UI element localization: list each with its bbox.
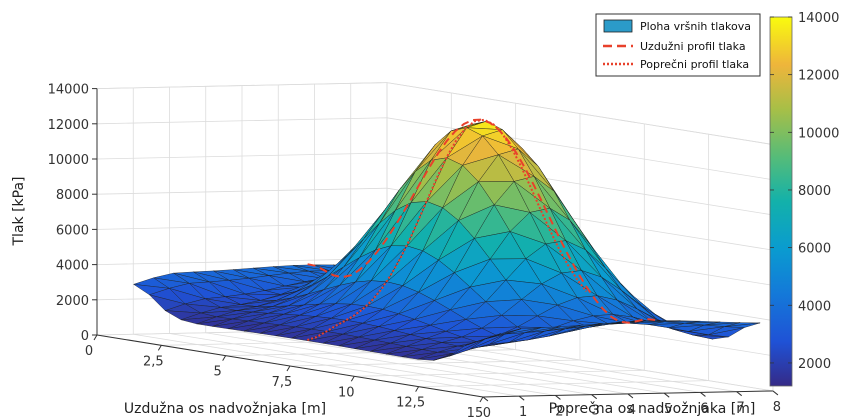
transverse-profile-line [307,118,588,341]
y-tick-label: 1 [519,405,527,419]
y-tick-label: 2 [555,404,563,419]
floor-gridline-y [241,331,629,395]
y-tick-label: 3 [592,404,600,419]
surface-facet [465,333,501,346]
colorbar-tick-label: 10000 [798,126,839,141]
floor-gridline-y [133,333,520,397]
x-tick-mark [286,365,291,372]
y-tick-label: 8 [773,400,781,415]
x-tick-mark [479,396,484,403]
colorbar-tick-label: 14000 [798,11,839,26]
y-tick-mark [772,390,779,396]
colorbar-tick-label: 2000 [798,357,831,372]
legend: Ploha vršnih tlakova Uzdužni profil tlak… [595,13,761,77]
sidewall-gridline-z [96,187,388,195]
y-axis-label: Poprečna os nadvožnjaka [m] [549,401,756,417]
y-tick-mark [700,392,706,397]
x-tick-label: 12,5 [396,396,425,411]
sidewall-gridline-z [96,223,388,230]
legend-label-longitudinal: Uzdužni profil tlaka [640,40,746,53]
sidewall-gridline-z [96,152,388,160]
sidewall-gridline-z [96,258,388,265]
colorbar-tick-label: 8000 [798,184,831,199]
colorbar-tick-label: 4000 [798,299,831,314]
x-tick-label: 2,5 [143,354,164,369]
x-tick-mark [350,376,355,382]
longitudinal-profile-line [307,118,656,324]
z-tick-label: 14000 [48,83,89,98]
legend-swatch-surface [603,19,633,33]
x-axis-label: Uzdužna os nadvožnjaka [m] [124,401,326,417]
pressure-profiles [307,118,656,341]
z-tick-label: 0 [81,329,89,344]
y-tick-mark [736,391,743,397]
y-tick-mark [555,395,561,400]
x-tick-mark [415,386,420,392]
y-tick-mark [591,394,598,400]
floor-gridline-y [205,332,592,396]
y-tick-mark [627,393,634,399]
y-tick-label: 0 [483,406,491,419]
z-tick-label: 4000 [56,259,89,274]
y-tick-mark [663,392,670,398]
z-tick-label: 12000 [48,118,89,133]
z-tick-label: 8000 [56,188,89,203]
y-tick-mark [482,396,489,402]
x-tick-label: 7,5 [272,375,293,390]
y-tick-label: 5 [664,402,672,417]
legend-label-transverse: Poprečni profil tlaka [640,58,749,71]
z-axis-label: Tlak [kPa] [11,176,27,246]
z-tick-label: 2000 [56,294,89,309]
z-tick-label: 6000 [56,223,89,238]
x-tick-label: 10 [338,385,355,400]
colorbar: 2000 4000 6000 8000 10000 12000 14000 [769,11,839,387]
floor-gridline-y [169,333,556,396]
sidewall-gridline-z [96,117,388,125]
colorbar-tick-label: 6000 [798,242,831,257]
y-tick-label: 4 [628,403,636,418]
backwall-gridline-z [386,117,774,181]
y-tick-mark [518,395,525,401]
x-tick-label: 0 [85,344,93,359]
z-tick-label: 10000 [48,153,89,168]
colorbar-tick-label: 12000 [798,69,839,84]
x-tick-label: 5 [214,365,222,380]
pressure-surface [133,120,761,361]
x-tick-mark [157,345,162,351]
x-tick-mark [93,334,98,341]
y-tick-label: 7 [737,401,745,416]
x-tick-mark [222,355,227,361]
y-tick-label: 6 [700,401,708,416]
legend-label-surface: Ploha vršnih tlakova [640,20,751,33]
x-tick-label: 15 [467,406,484,419]
top-edge [386,82,774,145]
colorbar-gradient [769,16,793,387]
top-edge [96,82,388,89]
